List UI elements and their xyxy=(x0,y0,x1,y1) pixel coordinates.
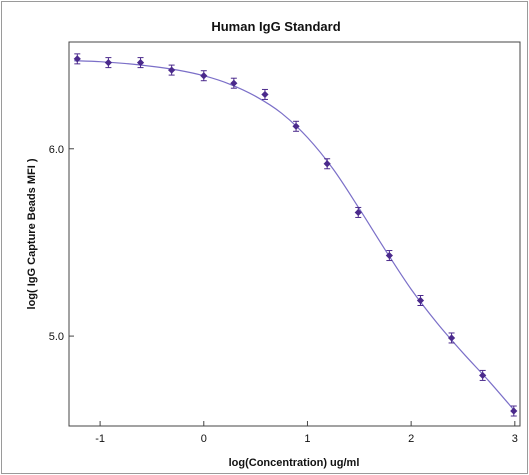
data-point xyxy=(104,57,112,69)
x-tick-label: 3 xyxy=(512,433,518,445)
plot-area xyxy=(68,41,521,427)
tick-labels: -1 0 1 2 3 5.0 6.0 xyxy=(49,144,518,445)
x-axis-label: log(Concentration) ug/ml xyxy=(229,457,360,469)
point-marker xyxy=(104,59,112,67)
data-point xyxy=(292,120,300,132)
point-marker xyxy=(230,79,238,87)
x-tick-label: 0 xyxy=(201,433,207,445)
point-marker xyxy=(354,208,362,217)
point-marker xyxy=(385,251,393,260)
data-point xyxy=(136,57,145,69)
point-marker xyxy=(510,407,518,415)
data-point xyxy=(447,332,456,344)
y-axis-label: log( IgG Capture Beads MFI ) xyxy=(26,158,38,309)
x-tick-label: 2 xyxy=(408,433,414,445)
point-marker xyxy=(136,59,145,67)
data-point xyxy=(479,369,487,381)
chart-title: Human IgG Standard xyxy=(211,19,340,34)
point-marker xyxy=(200,72,208,80)
y-tick-label: 6.0 xyxy=(49,144,64,156)
axis-ticks xyxy=(69,148,516,426)
point-marker xyxy=(73,55,81,63)
data-point xyxy=(230,77,238,89)
data-point xyxy=(168,64,176,76)
data-point xyxy=(354,206,362,218)
point-marker xyxy=(479,371,487,380)
data-point xyxy=(510,405,518,417)
point-marker xyxy=(447,334,456,342)
data-point xyxy=(261,88,269,100)
point-marker xyxy=(292,122,300,130)
point-marker xyxy=(323,160,331,168)
data-point xyxy=(416,294,425,306)
data-point xyxy=(385,250,393,262)
fit-curve xyxy=(74,60,516,412)
x-tick-label: 1 xyxy=(304,433,310,445)
point-marker xyxy=(416,296,425,305)
x-tick-label: -1 xyxy=(95,433,105,445)
data-point xyxy=(73,53,81,65)
data-point xyxy=(200,70,208,82)
data-point xyxy=(323,158,331,170)
point-marker xyxy=(168,66,176,74)
point-marker xyxy=(261,90,269,99)
data-points xyxy=(73,53,518,417)
y-tick-label: 5.0 xyxy=(49,331,64,343)
